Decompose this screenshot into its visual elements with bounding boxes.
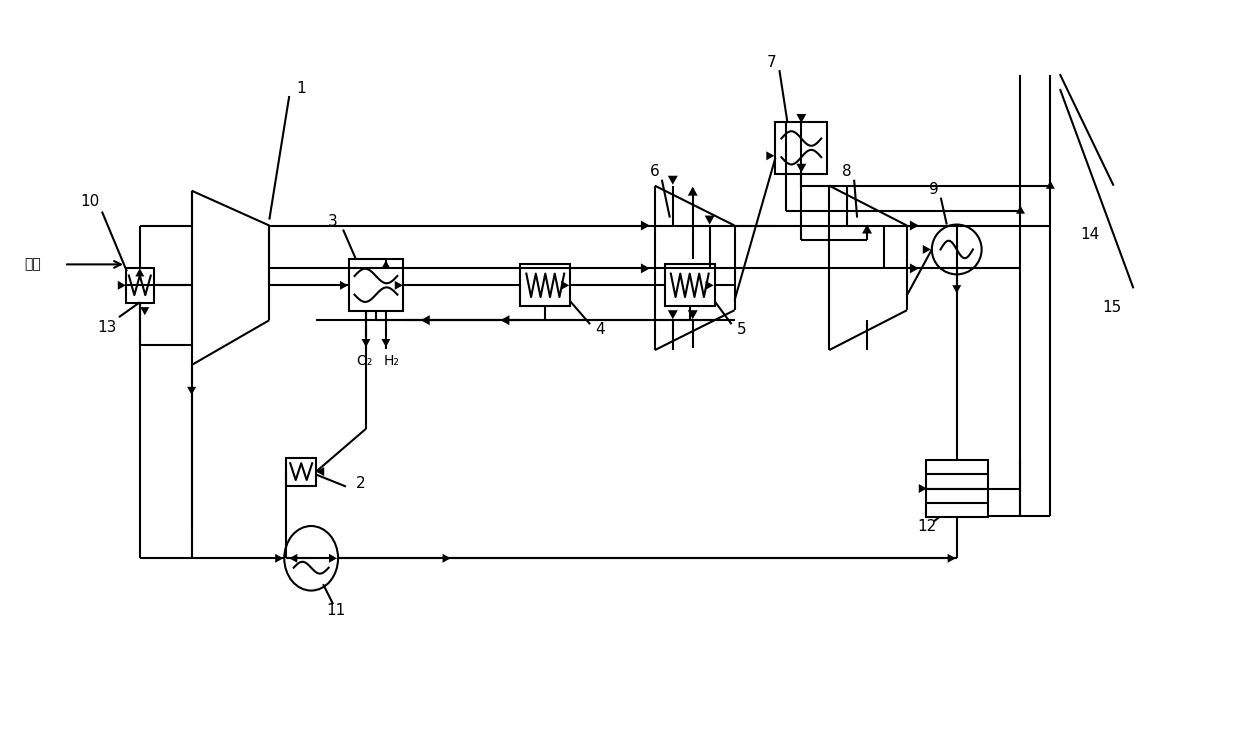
Text: O₂: O₂ bbox=[356, 354, 372, 368]
Text: 10: 10 bbox=[81, 194, 99, 209]
Polygon shape bbox=[1045, 181, 1055, 188]
Text: 7: 7 bbox=[766, 55, 776, 69]
Polygon shape bbox=[394, 281, 403, 290]
Polygon shape bbox=[289, 554, 298, 563]
Bar bbox=[521, 265, 570, 306]
Polygon shape bbox=[135, 268, 144, 276]
Polygon shape bbox=[275, 554, 283, 563]
Text: 15: 15 bbox=[1102, 300, 1122, 315]
Text: 6: 6 bbox=[650, 164, 660, 180]
Polygon shape bbox=[766, 151, 775, 160]
Polygon shape bbox=[382, 260, 391, 268]
Polygon shape bbox=[140, 307, 149, 316]
Text: 11: 11 bbox=[326, 602, 346, 618]
Text: 5: 5 bbox=[737, 321, 746, 337]
Polygon shape bbox=[118, 281, 126, 290]
Polygon shape bbox=[668, 176, 678, 185]
Polygon shape bbox=[420, 316, 430, 325]
Text: 12: 12 bbox=[918, 519, 936, 534]
Polygon shape bbox=[340, 281, 348, 290]
Text: 8: 8 bbox=[842, 164, 852, 180]
Bar bbox=[926, 460, 987, 517]
Polygon shape bbox=[641, 263, 650, 273]
Text: 1: 1 bbox=[296, 81, 306, 95]
Bar bbox=[775, 122, 827, 174]
Polygon shape bbox=[1016, 205, 1025, 214]
Polygon shape bbox=[382, 339, 391, 347]
Polygon shape bbox=[641, 220, 650, 231]
Polygon shape bbox=[329, 554, 337, 563]
Text: 9: 9 bbox=[929, 183, 939, 197]
Bar bbox=[286, 457, 316, 486]
Bar bbox=[348, 259, 403, 311]
Polygon shape bbox=[362, 339, 371, 347]
Polygon shape bbox=[862, 225, 872, 234]
Polygon shape bbox=[796, 164, 806, 173]
Text: 14: 14 bbox=[1080, 227, 1100, 242]
Bar bbox=[665, 265, 714, 306]
Text: 2: 2 bbox=[356, 476, 366, 491]
Polygon shape bbox=[923, 245, 931, 254]
Polygon shape bbox=[704, 216, 714, 225]
Text: 3: 3 bbox=[329, 214, 339, 229]
Polygon shape bbox=[947, 554, 956, 563]
Polygon shape bbox=[952, 285, 961, 293]
Polygon shape bbox=[919, 484, 926, 493]
Polygon shape bbox=[443, 554, 450, 563]
Polygon shape bbox=[910, 220, 919, 231]
Polygon shape bbox=[688, 187, 698, 196]
Text: 4: 4 bbox=[595, 321, 605, 337]
Polygon shape bbox=[187, 386, 196, 395]
Polygon shape bbox=[910, 263, 919, 273]
Polygon shape bbox=[796, 114, 806, 123]
Text: 13: 13 bbox=[97, 320, 117, 335]
Polygon shape bbox=[501, 316, 510, 325]
Polygon shape bbox=[706, 281, 714, 290]
Polygon shape bbox=[688, 310, 698, 319]
Polygon shape bbox=[668, 310, 678, 319]
Polygon shape bbox=[562, 281, 569, 290]
Text: H₂: H₂ bbox=[384, 354, 399, 368]
Polygon shape bbox=[316, 467, 324, 476]
Bar bbox=[126, 268, 154, 303]
Text: 给水: 给水 bbox=[24, 257, 41, 271]
